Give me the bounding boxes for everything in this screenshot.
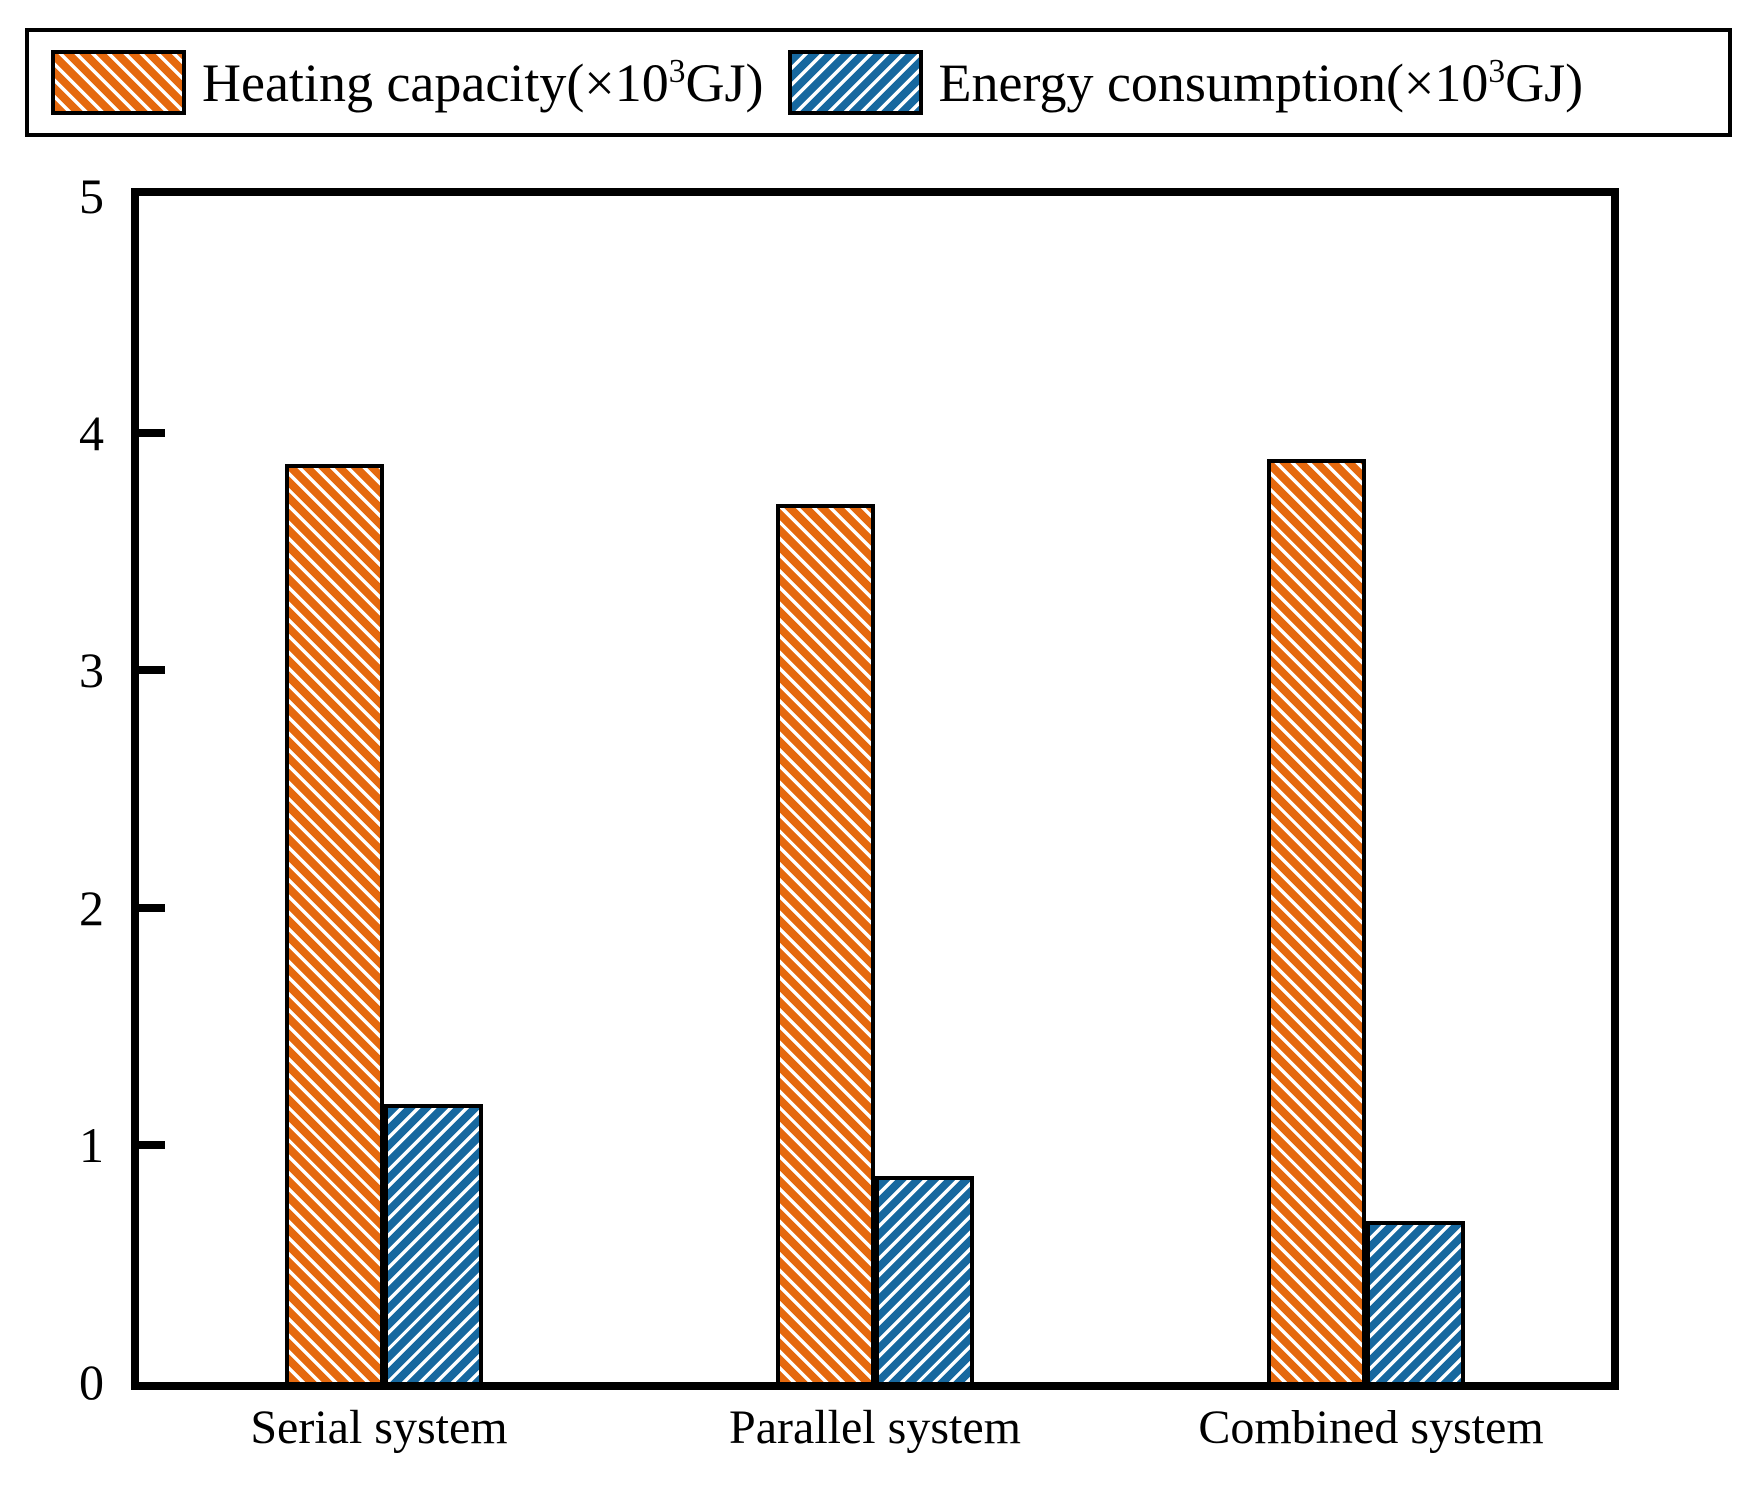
- energy-consumption-bar-parallel: [875, 1175, 974, 1382]
- x-category-label-combined: Combined system: [1198, 1401, 1544, 1454]
- y-tick-mark: [139, 903, 165, 912]
- y-tick-label: 1: [79, 1116, 104, 1173]
- y-tick-label: 2: [79, 879, 104, 936]
- energy-consumption-swatch: [787, 50, 923, 115]
- y-axis-tick-labels: 5 4 3 2 1 0: [0, 171, 118, 1407]
- bar-group-parallel-system: [630, 196, 1121, 1382]
- x-category-label-serial: Serial system: [250, 1401, 508, 1454]
- heating-capacity-legend-label: Heating capacity(×103GJ): [202, 52, 764, 113]
- bars-layer: [139, 196, 1611, 1382]
- energy-consumption-legend-label: Energy consumption(×103GJ): [938, 52, 1584, 113]
- y-tick-mark: [139, 1140, 165, 1149]
- plot-area: [131, 188, 1619, 1390]
- y-tick-label: 3: [79, 642, 104, 699]
- heating-capacity-bar-serial: [285, 464, 385, 1382]
- heating-capacity-swatch: [51, 50, 186, 115]
- bar-group-combined-system: [1120, 196, 1611, 1382]
- plot-inner: [139, 196, 1611, 1382]
- heating-capacity-bar-parallel: [776, 504, 875, 1382]
- x-axis-category-labels: Serial system Parallel system Combined s…: [131, 1401, 1619, 1455]
- bar-group-serial-system: [139, 196, 630, 1382]
- x-category-label-parallel: Parallel system: [729, 1401, 1021, 1454]
- y-tick-label: 4: [79, 405, 104, 462]
- heating-capacity-bar-combined: [1266, 459, 1366, 1382]
- energy-consumption-bar-combined: [1365, 1220, 1465, 1382]
- y-tick-mark: [139, 666, 165, 675]
- y-tick-mark: [139, 429, 165, 438]
- legend: Heating capacity(×103GJ) Energy consumpt…: [25, 28, 1732, 137]
- y-tick-label: 0: [79, 1354, 104, 1410]
- energy-consumption-bar-serial: [384, 1104, 484, 1382]
- y-tick-label: 5: [79, 168, 104, 224]
